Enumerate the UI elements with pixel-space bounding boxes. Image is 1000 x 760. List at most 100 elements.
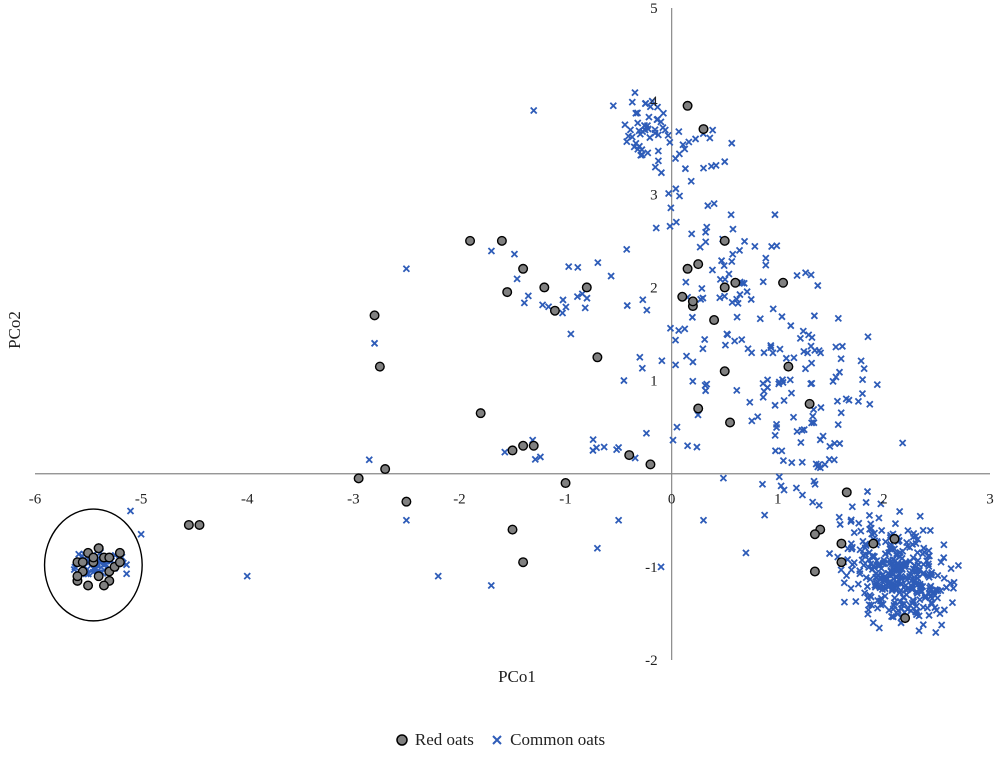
common-oats-point (948, 599, 957, 607)
common-oats-point (751, 242, 759, 250)
common-oats-point (767, 341, 775, 350)
common-oats-point (574, 263, 582, 272)
common-oats-point (782, 354, 790, 362)
common-oats-point (816, 349, 825, 357)
common-oats-point (877, 500, 885, 508)
red-oats-point (809, 529, 820, 540)
common-oats-point (832, 343, 840, 351)
common-oats-point (830, 456, 838, 464)
common-oats-point (891, 519, 900, 528)
common-oats-point (773, 242, 781, 250)
common-oats-point (675, 192, 684, 200)
common-oats-point (758, 480, 767, 488)
red-oats-point (114, 547, 125, 558)
common-oats-point (777, 482, 785, 490)
common-oats-point (772, 423, 781, 432)
common-oats-point (817, 403, 825, 412)
red-oats-point (518, 557, 529, 568)
legend-label-red-oats: Red oats (414, 730, 474, 749)
annotations (43, 508, 143, 622)
common-oats-point (940, 574, 948, 582)
red-oats-point (581, 282, 592, 293)
x-tick-label: -1 (559, 492, 572, 508)
y-tick-label: 5 (650, 1, 658, 17)
red-oats-point (518, 263, 529, 274)
x-tick-label: -6 (29, 492, 42, 508)
legend: Red oats Common oats (0, 730, 1000, 752)
common-oats-point (748, 417, 756, 425)
common-oats-point (879, 559, 887, 568)
common-oats-point (847, 516, 855, 524)
common-oats-point (126, 507, 135, 515)
common-oats-point (643, 306, 651, 314)
common-oats-point (725, 270, 733, 278)
x-tick-label: 3 (986, 492, 994, 508)
common-oats-point (767, 343, 775, 352)
common-oats-point (589, 435, 597, 444)
common-oats-point (699, 345, 707, 353)
common-oats-point (796, 334, 805, 342)
common-oats-point (915, 627, 923, 635)
common-oats-point (687, 177, 695, 185)
x-tick-label: 1 (774, 492, 782, 508)
common-oats-point (940, 541, 948, 549)
common-oats-point (760, 349, 768, 357)
common-oats-point (848, 543, 856, 552)
common-oats-point (759, 278, 767, 286)
common-oats-point (524, 292, 532, 300)
red-oats-point (507, 524, 518, 535)
common-oats-point (699, 294, 707, 302)
common-oats-point (878, 526, 886, 535)
common-oats-point (583, 294, 591, 302)
common-oats-point (434, 572, 442, 580)
common-oats-point (593, 544, 602, 552)
common-oats-point (664, 131, 672, 140)
common-oats-point (916, 595, 924, 604)
common-oats-point (875, 624, 883, 632)
common-oats-point (689, 358, 697, 366)
common-oats-point (914, 535, 922, 543)
common-oats-point (501, 448, 509, 456)
common-oats-point (536, 453, 545, 461)
common-oats-point (733, 295, 741, 303)
common-oats-point (897, 572, 905, 580)
common-oats-point (900, 593, 908, 601)
common-oats-point (814, 281, 822, 290)
common-oats-point (803, 349, 812, 357)
common-oats-point (703, 223, 711, 231)
common-oats-point (562, 303, 570, 311)
common-oats-point (771, 431, 779, 440)
red-oats-point (778, 277, 789, 288)
red-oats-point (889, 533, 900, 544)
red-oats-point (624, 450, 635, 461)
common-oats-point (771, 447, 780, 455)
common-oats-point (914, 556, 922, 565)
red-oats-point (518, 440, 529, 451)
common-oats-point (688, 313, 697, 321)
common-oats-point (747, 295, 755, 304)
common-oats-point (840, 598, 849, 606)
common-oats-point (801, 365, 810, 373)
common-oats-point (573, 292, 582, 301)
common-oats-point (916, 580, 924, 588)
common-oats-point (798, 491, 807, 499)
y-tick-label: -2 (645, 653, 658, 669)
cluster-ellipse (43, 508, 143, 622)
common-oats-point (811, 346, 819, 355)
common-oats-point (862, 498, 870, 507)
red-oats-point (83, 580, 94, 591)
common-oats-point (717, 257, 726, 265)
common-oats-point (681, 325, 689, 333)
common-oats-point (950, 578, 958, 586)
common-oats-point (742, 549, 750, 557)
common-oats-point (520, 299, 529, 307)
common-oats-point (631, 88, 639, 97)
x-tick-label: -5 (135, 492, 148, 508)
common-oats-point (860, 364, 868, 373)
common-oats-point (811, 480, 819, 488)
red-oats-point (369, 310, 380, 321)
common-oats-point (889, 571, 897, 579)
common-oats-point (924, 560, 932, 568)
common-oats-point (875, 514, 883, 522)
common-oats-point (628, 98, 636, 106)
